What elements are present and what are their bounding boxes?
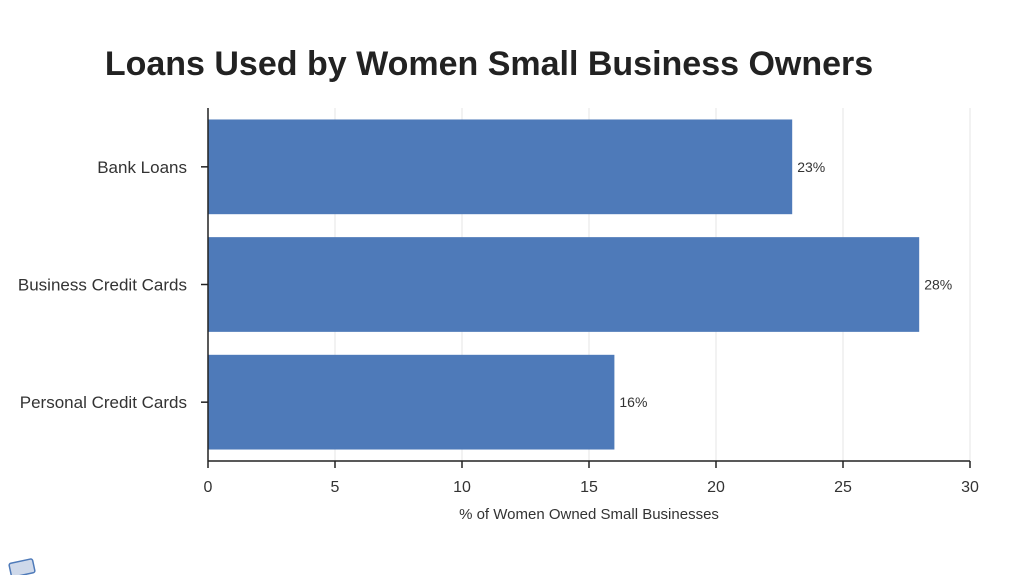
bar-bank-loans [208,119,793,215]
data-label: 16% [619,394,647,410]
bars-group: 23% 28% 16% [208,119,952,450]
x-tick-label: 30 [961,479,979,496]
category-label: Personal Credit Cards [20,393,187,412]
bar-personal-credit-cards [208,354,615,450]
x-tick-label: 10 [453,479,471,496]
y-axis-categories: Bank Loans Business Credit Cards Personal … [18,158,208,412]
category-label: Business Credit Cards [18,276,187,295]
data-label: 23% [797,159,825,175]
brand-logo-icon [8,558,36,575]
x-tick-label: 25 [834,479,852,496]
bar-business-credit-cards [208,237,920,332]
x-tick-label: 20 [707,479,725,496]
category-label: Bank Loans [97,158,187,177]
chart-title: Loans Used by Women Small Business Owner… [105,45,873,83]
x-tick-label: 15 [580,479,598,496]
data-label: 28% [924,277,952,293]
x-axis-ticks: 0 5 10 15 20 25 30 [204,461,979,496]
x-tick-label: 5 [331,479,340,496]
x-tick-label: 0 [204,479,213,496]
x-axis-label: % of Women Owned Small Businesses [459,506,719,523]
